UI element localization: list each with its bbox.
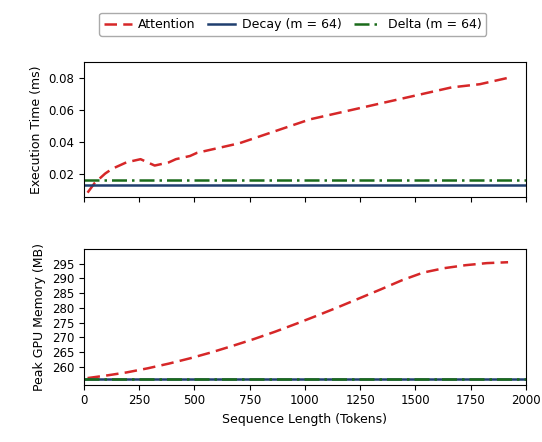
Y-axis label: Peak GPU Memory (MB): Peak GPU Memory (MB) [34,243,47,391]
X-axis label: Sequence Length (Tokens): Sequence Length (Tokens) [222,413,388,426]
Legend: Attention, Decay (m = 64), Delta (m = 64): Attention, Decay (m = 64), Delta (m = 64… [99,13,486,36]
Y-axis label: Execution Time (ms): Execution Time (ms) [30,65,43,194]
